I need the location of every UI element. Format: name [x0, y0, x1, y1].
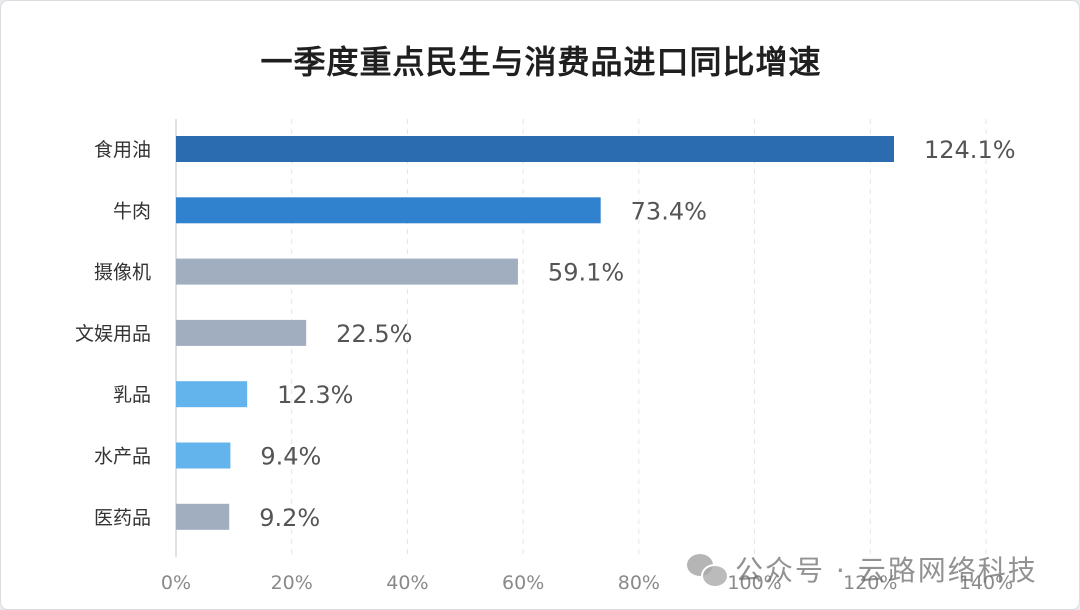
- x-tick-label: 60%: [502, 572, 544, 594]
- x-tick-label: 140%: [959, 572, 1013, 594]
- bar: [176, 381, 248, 408]
- x-tick-label: 120%: [843, 572, 897, 594]
- wechat-icon: [687, 552, 729, 588]
- category-label: 牛肉: [113, 200, 151, 222]
- bar: [176, 197, 601, 224]
- x-tick-label: 0%: [161, 572, 191, 594]
- data-label: 9.2%: [259, 504, 320, 532]
- bar: [176, 136, 895, 162]
- x-tick-label: 80%: [618, 572, 660, 594]
- watermark-text: 公众号 · 云路网络科技: [735, 554, 1038, 587]
- data-label: 12.3%: [277, 381, 353, 409]
- x-tick-label: 40%: [386, 572, 428, 594]
- data-label: 73.4%: [631, 197, 707, 225]
- bar: [176, 258, 518, 285]
- data-label: 59.1%: [548, 259, 624, 287]
- x-tick-label: 100%: [727, 572, 781, 594]
- category-label: 乳品: [113, 384, 151, 406]
- x-tick-label: 20%: [271, 572, 313, 594]
- category-label: 水产品: [94, 446, 151, 468]
- watermark: 公众号 · 云路网络科技: [687, 549, 1038, 589]
- bar: [176, 319, 307, 346]
- chart-title: 一季度重点民生与消费品进口同比增速: [260, 43, 822, 81]
- bar: [176, 503, 230, 530]
- category-label: 文娱用品: [75, 323, 151, 345]
- data-label: 9.4%: [260, 443, 321, 471]
- data-label: 124.1%: [924, 136, 1016, 164]
- category-label: 医药品: [94, 507, 151, 529]
- data-label: 22.5%: [336, 320, 412, 348]
- category-label: 食用油: [94, 139, 151, 161]
- category-label: 摄像机: [94, 262, 151, 284]
- bar: [176, 442, 231, 469]
